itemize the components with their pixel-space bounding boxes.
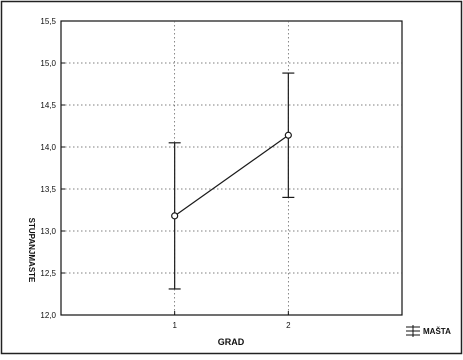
data-point: [171, 212, 179, 220]
data-point: [284, 131, 292, 139]
y-tick-label: 13,0: [40, 227, 56, 236]
y-tick-label: 15,0: [40, 59, 56, 68]
x-tick-label: 1: [172, 321, 177, 330]
y-tick-label: 12,0: [40, 311, 56, 320]
series-line: [174, 134, 289, 217]
y-axis-title: STUPANJMASTE: [27, 218, 36, 283]
y-tick-label: 12,5: [40, 269, 56, 278]
x-tick-label: 2: [286, 321, 291, 330]
grid-lines: [61, 21, 402, 315]
legend: MAŠTA: [406, 325, 451, 337]
y-tick-label: 14,5: [40, 101, 56, 110]
y-tick-label: 15,5: [40, 17, 56, 26]
y-axis-ticks: 12,0 12,5 13,0 13,5 14,0 14,5 15,0 15,5: [40, 17, 65, 320]
y-tick-label: 14,0: [40, 143, 56, 152]
x-axis-title: GRAD: [218, 337, 245, 347]
y-tick-label: 13,5: [40, 185, 56, 194]
legend-marker-icon: [406, 325, 420, 337]
series-group: [168, 72, 295, 290]
plot-area: [60, 20, 403, 316]
legend-label: MAŠTA: [423, 327, 451, 336]
